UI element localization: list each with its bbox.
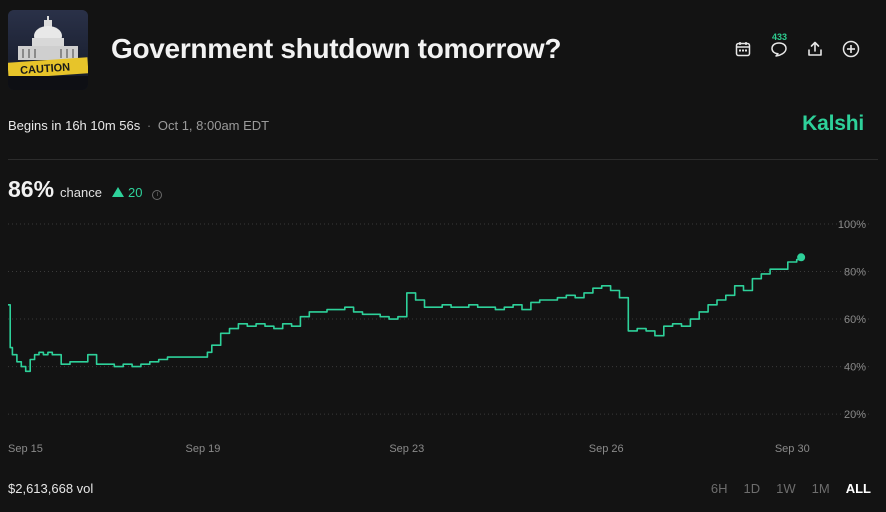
range-1d[interactable]: 1D (743, 481, 761, 496)
chance-label: chance (60, 185, 102, 200)
x-axis-ticks: Sep 15 Sep 19 Sep 23 Sep 26 Sep 30 (8, 443, 810, 455)
market-timing: Begins in 16h 10m 56s · Oct 1, 8:00am ED… (8, 118, 269, 133)
time-range-selector: 6H 1D 1W 1M ALL (711, 481, 871, 496)
chance-delta: 20 (111, 184, 143, 200)
range-1m[interactable]: 1M (811, 481, 830, 496)
x-tick-label: Sep 19 (186, 443, 221, 455)
grid-lines (8, 223, 872, 415)
range-all[interactable]: ALL (845, 481, 871, 496)
countdown-text: Begins in 16h 10m 56s (8, 118, 141, 133)
x-tick-label: Sep 26 (589, 443, 624, 455)
share-button[interactable] (806, 36, 824, 62)
x-tick-label: Sep 15 (8, 443, 43, 455)
y-tick-label: 20% (844, 409, 866, 421)
y-tick-label: 80% (844, 267, 866, 279)
y-tick-label: 60% (844, 314, 866, 326)
plus-circle-icon (842, 40, 860, 58)
y-tick-label: 100% (838, 219, 866, 231)
comments-button[interactable]: 433 (770, 32, 788, 62)
price-line (8, 257, 802, 373)
price-chart[interactable]: 100% 80% 60% 40% 20% Sep 15 Sep 19 Sep 23 Sep 2… (0, 210, 886, 472)
delta-value: 20 (127, 184, 143, 200)
market-title: Government shutdown tomorrow? (111, 33, 562, 64)
comment-icon (771, 42, 787, 57)
range-1w[interactable]: 1W (776, 481, 796, 496)
price-line-group (8, 253, 806, 373)
x-tick-label: Sep 23 (389, 443, 424, 455)
comments-count: 433 (772, 32, 788, 42)
calendar-button[interactable] (734, 36, 752, 62)
caution-tape-text: CAUTION (20, 61, 71, 76)
event-date: Oct 1, 8:00am EDT (157, 118, 270, 133)
share-icon (808, 41, 822, 56)
capitol-image: CAUTION (8, 10, 88, 90)
divider (8, 159, 878, 160)
calendar-icon (735, 42, 751, 57)
y-tick-label: 40% (844, 362, 866, 374)
x-tick-label: Sep 30 (775, 443, 810, 455)
range-6h[interactable]: 6H (710, 481, 728, 496)
chance-summary: 86% chance 20 i (8, 176, 163, 203)
brand-logo[interactable]: Kalshi (802, 112, 864, 135)
meta-separator: · (146, 118, 152, 133)
market-actions: 433 (734, 32, 860, 62)
add-button[interactable] (842, 36, 860, 62)
y-axis-ticks: 100% 80% 60% 40% 20% (838, 219, 866, 421)
market-thumbnail: CAUTION (8, 10, 88, 90)
chance-value: 86% (8, 176, 55, 202)
latest-price-dot (797, 253, 806, 262)
info-icon[interactable]: i (152, 190, 163, 200)
volume-text: $2,613,668 vol (8, 481, 94, 496)
triangle-up-icon (111, 187, 124, 197)
